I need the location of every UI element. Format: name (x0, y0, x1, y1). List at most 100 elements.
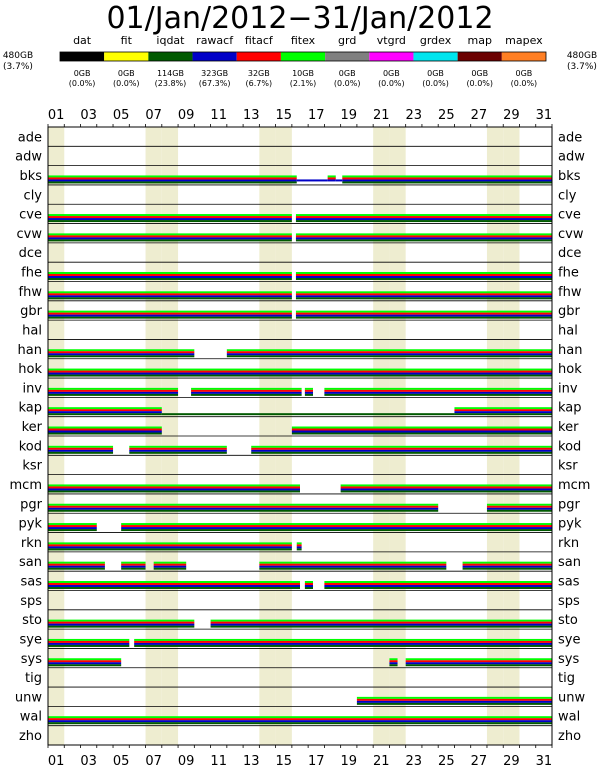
day-label-bottom-19: 19 (341, 754, 358, 769)
site-label-left-sas: sas (20, 575, 42, 590)
bar-sto-1-rawacf (210, 623, 553, 626)
bar-inv-0-fitacf (48, 389, 179, 392)
bar-sys-0-rawacf (48, 662, 122, 665)
bar-san-1-iqdat (121, 567, 146, 570)
bar-pyk-1-rawacf (121, 527, 553, 530)
bar-mcm-1-fitacf (340, 486, 552, 489)
bar-bks-0-iqdat (48, 181, 297, 184)
bar-san-4-fitacf (462, 563, 552, 566)
site-label-right-pgr: pgr (558, 497, 581, 512)
site-label-right-cvw: cvw (558, 227, 584, 242)
bar-san-1-rawacf (121, 565, 146, 568)
bar-kod-0-fitacf (48, 447, 114, 450)
legend-swatch-fitex (280, 52, 326, 61)
bar-bks-4-fitex (342, 175, 552, 178)
legend-label-fit: fit (121, 34, 133, 47)
bar-sas-2-rawacf (324, 585, 552, 587)
bar-bks-3-rawacf (335, 179, 343, 182)
site-label-right-bks: bks (558, 169, 581, 184)
site-label-right-inv: inv (558, 381, 578, 396)
site-label-right-tig: tig (558, 671, 575, 686)
site-label-left-inv: inv (22, 381, 42, 396)
bar-fhe-1-iqdat (295, 278, 552, 280)
bar-hok-0-fitex (48, 368, 552, 371)
bar-kod-2-fitacf (251, 447, 552, 450)
bar-sas-0-fitex (48, 581, 300, 583)
bar-kod-0-iqdat (48, 451, 114, 454)
bar-sto-1-fitex (210, 619, 553, 622)
bar-cvw-0-iqdat (48, 239, 292, 242)
bar-cvw-0-fitex (48, 233, 292, 236)
bar-gbr-1-fitex (295, 310, 552, 313)
legend-pct-vtgrd: (0.0%) (378, 79, 405, 88)
bar-sye-0-rawacf (48, 642, 130, 645)
bar-sye-1-fitex (134, 638, 553, 641)
day-label-bottom-11: 11 (210, 754, 227, 769)
bar-han-0-rawacf (48, 353, 195, 356)
site-label-right-cve: cve (558, 208, 581, 223)
site-label-right-zho: zho (558, 729, 581, 744)
bar-sas-1-rawacf (304, 585, 314, 587)
bar-unw-0-fitex (356, 696, 552, 699)
day-label-top-01: 01 (48, 108, 65, 123)
total-size-left: 480GB (3, 51, 33, 61)
day-label-top-03: 03 (80, 108, 97, 123)
site-label-left-cly: cly (24, 188, 43, 203)
legend-swatch-fitacf (236, 52, 281, 61)
bar-san-3-fitacf (259, 563, 447, 566)
bar-inv-2-fitex (304, 387, 314, 390)
bar-wal-0-rawacf (48, 720, 552, 723)
legend-label-vtgrd: vtgrd (377, 34, 406, 47)
site-label-right-kap: kap (558, 401, 582, 416)
bar-inv-0-iqdat (48, 393, 179, 396)
site-label-right-fhe: fhe (558, 266, 579, 281)
site-label-right-ade: ade (558, 130, 582, 145)
site-label-right-unw: unw (558, 690, 585, 705)
bar-rkn-0-rawacf (48, 546, 292, 549)
bar-pyk-0-fitacf (48, 525, 97, 528)
bar-kap-2-rawacf (454, 411, 552, 414)
legend-size-fitex: 10GB (292, 69, 314, 78)
legend-pct-mapex: (0.0%) (511, 79, 538, 88)
bar-gbr-0-rawacf (48, 314, 292, 317)
bar-cve-1-iqdat (295, 220, 552, 223)
bar-unw-0-rawacf (356, 700, 552, 703)
site-label-right-san: san (558, 555, 581, 570)
site-label-right-sps: sps (558, 594, 580, 609)
site-label-right-rkn: rkn (558, 536, 579, 551)
bar-sys-1-fitacf (389, 660, 398, 663)
site-label-left-gbr: gbr (20, 304, 43, 319)
site-label-left-fhe: fhe (21, 266, 42, 281)
bar-hok-0-iqdat (48, 374, 552, 377)
bar-sys-2-fitex (405, 658, 552, 661)
bar-mcm-1-iqdat (340, 490, 552, 493)
bar-kap-0-fitex (48, 407, 162, 410)
bar-inv-3-fitacf (324, 389, 552, 392)
bar-cvw-1-iqdat (295, 239, 552, 242)
bar-san-3-fitex (259, 561, 447, 564)
bar-inv-2-iqdat (304, 393, 314, 396)
bar-cvw-1-fitex (295, 233, 552, 236)
bar-cve-1-fitex (295, 214, 552, 217)
bar-gbr-1-iqdat (295, 316, 552, 319)
bar-inv-1-iqdat (191, 393, 302, 396)
day-label-top-23: 23 (406, 108, 423, 123)
legend-swatch-dat (60, 52, 105, 61)
bar-sas-2-fitex (324, 581, 552, 583)
legend-swatch-rawacf (192, 52, 237, 61)
bar-gbr-1-fitacf (295, 312, 552, 315)
bar-san-4-rawacf (462, 565, 552, 568)
site-label-right-kod: kod (558, 439, 581, 454)
bar-sye-1-rawacf (134, 642, 553, 645)
day-label-bottom-01: 01 (48, 754, 65, 769)
bar-ker-0-fitex (48, 426, 162, 429)
legend-label-fitex: fitex (291, 34, 316, 47)
bar-sas-1-fitex (304, 581, 314, 583)
bar-bks-0-fitacf (48, 177, 297, 180)
bar-han-1-fitex (226, 349, 552, 352)
bar-kap-1-iqdat (161, 413, 455, 416)
site-label-right-ker: ker (558, 420, 579, 435)
bar-fhw-1-fitacf (295, 293, 552, 296)
day-label-top-27: 27 (471, 108, 488, 123)
